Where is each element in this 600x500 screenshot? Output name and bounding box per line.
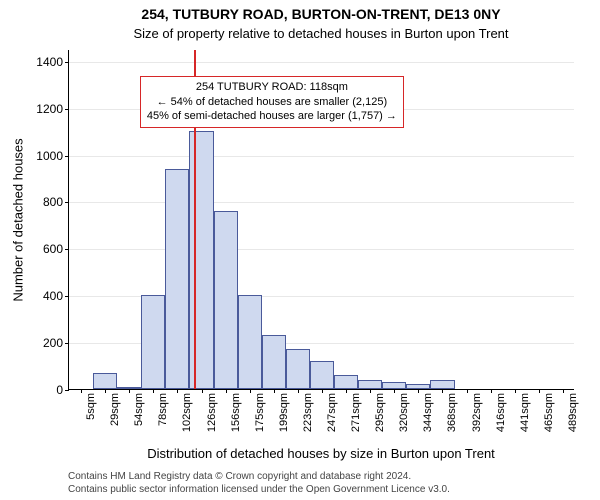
ytick-label: 200	[43, 336, 69, 350]
footer-line-2: Contains public sector information licen…	[68, 483, 450, 496]
xtick-label: 465sqm	[543, 393, 555, 432]
xtick-label: 223sqm	[302, 393, 314, 432]
histogram-bar	[310, 361, 334, 389]
xtick-label: 78sqm	[157, 393, 169, 426]
histogram-bar	[93, 373, 117, 389]
xtick-mark	[491, 389, 492, 393]
histogram-bar	[286, 349, 310, 389]
xtick-mark	[250, 389, 251, 393]
xtick-mark	[322, 389, 323, 393]
xtick-mark	[539, 389, 540, 393]
gridline	[69, 156, 574, 157]
xtick-label: 29sqm	[109, 393, 121, 426]
xtick-mark	[418, 389, 419, 393]
xtick-mark	[394, 389, 395, 393]
histogram-bar	[262, 335, 286, 389]
xtick-label: 5sqm	[85, 393, 97, 420]
xtick-mark	[81, 389, 82, 393]
gridline	[69, 62, 574, 63]
xtick-label: 368sqm	[446, 393, 458, 432]
xtick-label: 271sqm	[350, 393, 362, 432]
xtick-mark	[442, 389, 443, 393]
histogram-bar	[165, 169, 189, 389]
xtick-mark	[274, 389, 275, 393]
histogram-bar	[430, 380, 454, 389]
histogram-bar	[382, 382, 406, 389]
xtick-mark	[298, 389, 299, 393]
xtick-label: 392sqm	[471, 393, 483, 432]
annotation-line-1: 254 TUTBURY ROAD: 118sqm	[147, 80, 397, 95]
ytick-label: 1000	[36, 149, 69, 163]
xtick-label: 295sqm	[374, 393, 386, 432]
histogram-bar	[189, 131, 213, 389]
histogram-bar	[141, 295, 165, 389]
xtick-label: 320sqm	[398, 393, 410, 432]
annotation-box: 254 TUTBURY ROAD: 118sqm← 54% of detache…	[140, 76, 404, 129]
histogram-bar	[334, 375, 358, 389]
gridline	[69, 202, 574, 203]
ytick-label: 1400	[36, 55, 69, 69]
xtick-mark	[153, 389, 154, 393]
xtick-label: 175sqm	[254, 393, 266, 432]
gridline	[69, 249, 574, 250]
xtick-mark	[563, 389, 564, 393]
xtick-label: 199sqm	[278, 393, 290, 432]
xtick-mark	[226, 389, 227, 393]
y-axis-label: Number of detached houses	[11, 138, 26, 301]
x-axis-label: Distribution of detached houses by size …	[147, 446, 495, 461]
footer-line-1: Contains HM Land Registry data © Crown c…	[68, 470, 450, 483]
xtick-mark	[177, 389, 178, 393]
ytick-label: 0	[56, 383, 69, 397]
footer-license-text: Contains HM Land Registry data © Crown c…	[68, 470, 450, 496]
xtick-mark	[105, 389, 106, 393]
xtick-mark	[346, 389, 347, 393]
ytick-label: 800	[43, 195, 69, 209]
xtick-label: 441sqm	[519, 393, 531, 432]
xtick-label: 416sqm	[495, 393, 507, 432]
xtick-label: 54sqm	[133, 393, 145, 426]
annotation-line-2: ← 54% of detached houses are smaller (2,…	[147, 95, 397, 110]
chart-plot-area: 02004006008001000120014005sqm29sqm54sqm7…	[68, 50, 574, 390]
xtick-label: 102sqm	[181, 393, 193, 432]
xtick-mark	[202, 389, 203, 393]
title-main: 254, TUTBURY ROAD, BURTON-ON-TRENT, DE13…	[141, 6, 500, 22]
xtick-label: 126sqm	[206, 393, 218, 432]
annotation-line-3: 45% of semi-detached houses are larger (…	[147, 109, 397, 124]
xtick-label: 489sqm	[567, 393, 579, 432]
histogram-bar	[238, 295, 262, 389]
xtick-label: 156sqm	[230, 393, 242, 432]
ytick-label: 1200	[36, 102, 69, 116]
ytick-label: 600	[43, 242, 69, 256]
xtick-mark	[467, 389, 468, 393]
xtick-mark	[515, 389, 516, 393]
histogram-bar	[358, 380, 382, 389]
title-sub: Size of property relative to detached ho…	[133, 26, 508, 41]
xtick-label: 247sqm	[326, 393, 338, 432]
histogram-bar	[214, 211, 238, 389]
xtick-label: 344sqm	[422, 393, 434, 432]
xtick-mark	[370, 389, 371, 393]
ytick-label: 400	[43, 289, 69, 303]
xtick-mark	[129, 389, 130, 393]
